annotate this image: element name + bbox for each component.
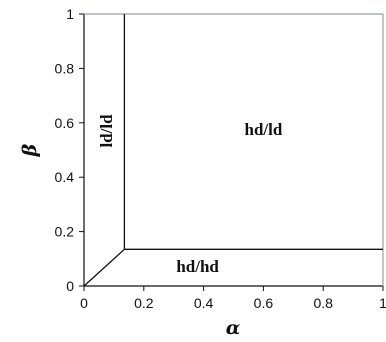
- x-tick-label: 0.6: [254, 295, 274, 311]
- y-axis-label: β: [19, 143, 41, 157]
- region-label: hd/hd: [176, 257, 219, 276]
- y-tick-label: 0.6: [55, 115, 75, 131]
- x-tick-label: 1: [379, 295, 386, 311]
- y-tick-label: 0.4: [55, 169, 75, 185]
- x-tick-label: 0: [80, 295, 88, 311]
- x-tick-label: 0.8: [313, 295, 333, 311]
- y-tick-label: 1: [66, 6, 74, 22]
- x-tick-label: 0.2: [134, 295, 154, 311]
- region-label: hd/ld: [244, 120, 282, 139]
- x-tick-label: 0.4: [194, 295, 214, 311]
- y-tick-label: 0.2: [55, 224, 75, 240]
- diagonal-boundary: [83, 248, 125, 287]
- y-tick-label: 0.8: [55, 60, 75, 76]
- region-label: ld/ld: [97, 114, 116, 148]
- x-axis-label: α: [226, 317, 241, 339]
- y-tick-label: 0: [66, 278, 74, 294]
